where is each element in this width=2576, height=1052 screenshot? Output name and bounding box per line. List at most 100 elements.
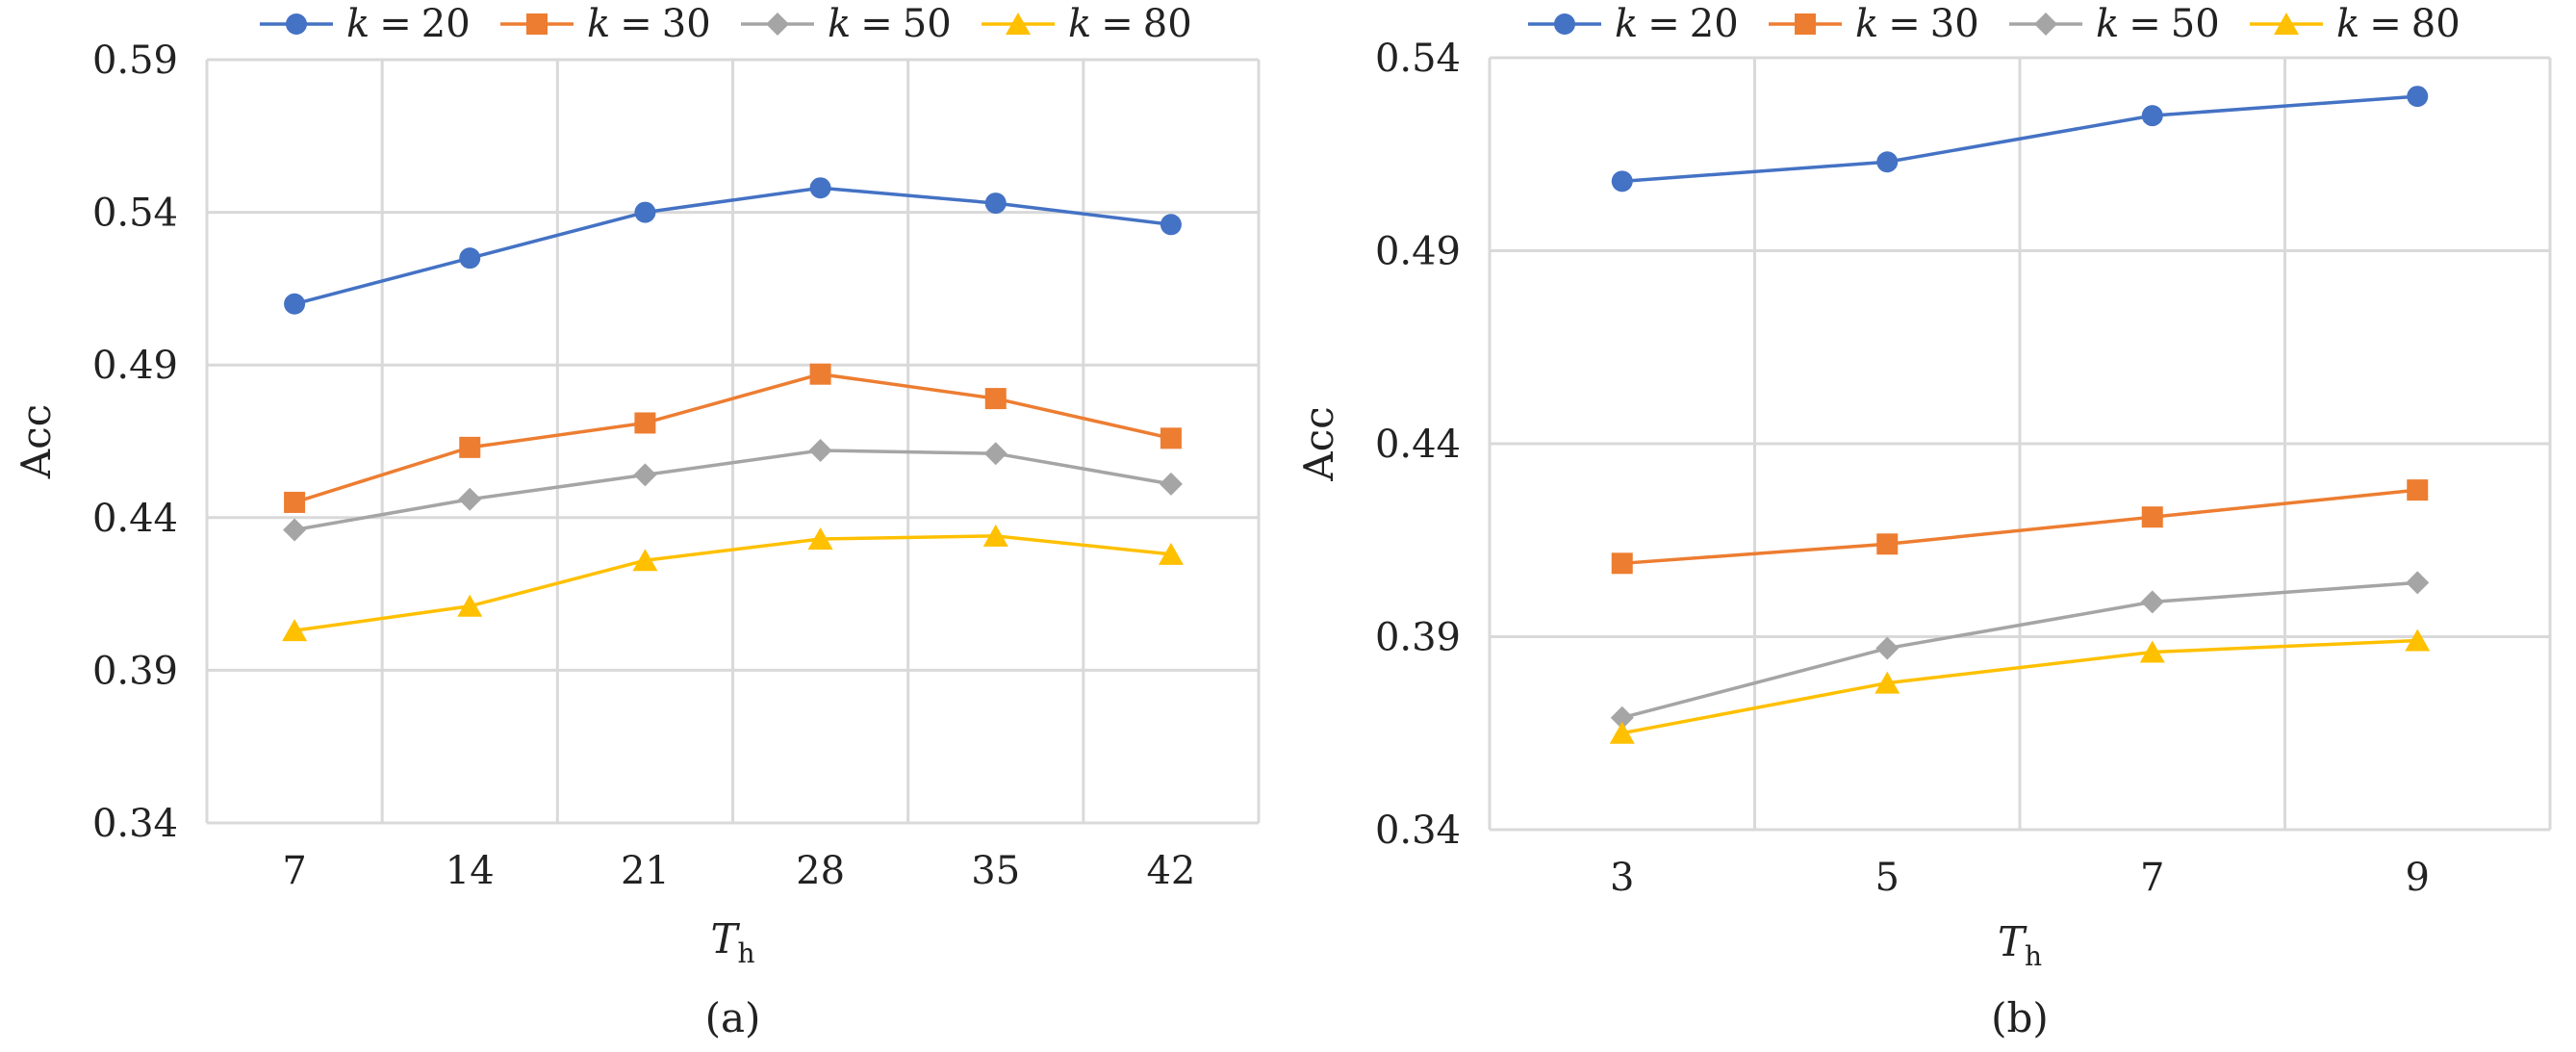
- data-point: [1876, 151, 1899, 173]
- series-line: [293, 186, 1172, 306]
- legend-item-k50: k = 50: [2009, 2, 2220, 46]
- data-point: [634, 412, 656, 434]
- y-tick-label: 0.39: [1375, 616, 1461, 660]
- data-point: [1160, 427, 1182, 449]
- legend-marker: [1795, 13, 1816, 35]
- data-point: [459, 247, 481, 269]
- legend-item-k20: k = 20: [1528, 2, 1739, 46]
- legend-marker: [1006, 13, 1031, 35]
- legend-item-k50: k = 50: [741, 2, 952, 46]
- data-point: [2406, 571, 2430, 595]
- y-tick-label: 0.34: [1375, 808, 1461, 853]
- data-point: [1876, 533, 1899, 555]
- chart-caption: (b): [1991, 994, 2049, 1041]
- x-tick-label: 21: [621, 849, 670, 893]
- series-k20: [284, 177, 1182, 315]
- x-axis-label: Th: [710, 915, 754, 969]
- data-point: [2405, 629, 2431, 652]
- data-point: [2141, 105, 2163, 127]
- data-point: [983, 442, 1007, 466]
- legend-label: k = 30: [1855, 2, 1979, 46]
- legend-marker: [1554, 13, 1575, 35]
- data-point: [1159, 472, 1183, 496]
- data-point: [1610, 706, 1634, 730]
- x-tick-label: 9: [2406, 856, 2430, 900]
- chart-0: 0.34 0.39 0.44 0.49 0.54 0.59 7 14 21 28 35 42 Acc Th…: [13, 2, 1261, 1041]
- y-axis-label: Acc: [13, 404, 60, 479]
- data-point: [283, 518, 307, 542]
- legend-item-k80: k = 80: [2250, 2, 2461, 46]
- x-tick-label: 42: [1146, 849, 1195, 893]
- legend-marker: [2274, 13, 2299, 35]
- x-tick-label: 5: [1875, 856, 1900, 900]
- data-point: [808, 439, 832, 463]
- data-point: [809, 363, 831, 385]
- data-point: [634, 201, 656, 223]
- series-k80: [282, 524, 1184, 642]
- legend-item-k30: k = 30: [1769, 2, 1979, 46]
- data-point: [632, 549, 658, 572]
- data-point: [284, 491, 306, 513]
- data-point: [982, 524, 1008, 547]
- data-point: [459, 436, 481, 458]
- data-point: [2141, 506, 2163, 528]
- y-tick-label: 0.34: [92, 802, 178, 846]
- x-tick-label: 7: [2140, 856, 2164, 900]
- series-line: [1621, 638, 2418, 735]
- data-point: [807, 527, 833, 551]
- data-point: [282, 619, 308, 642]
- data-point: [809, 177, 831, 199]
- legend-marker: [2034, 13, 2057, 36]
- legend-label: k = 80: [2336, 2, 2461, 46]
- data-point: [457, 594, 483, 617]
- series-line: [1621, 488, 2418, 566]
- series-k30: [284, 363, 1182, 513]
- y-tick-label: 0.54: [1375, 37, 1461, 81]
- series-k50: [283, 439, 1183, 542]
- legend-marker: [286, 13, 307, 35]
- x-tick-label: 7: [282, 849, 306, 893]
- legend: k = 20 k = 30 k = 50 k = 80: [260, 2, 1192, 46]
- y-tick-label: 0.54: [92, 192, 178, 236]
- series-k80: [1609, 629, 2431, 744]
- data-point: [984, 388, 1007, 410]
- data-point: [2140, 590, 2164, 614]
- y-tick-label: 0.49: [92, 344, 178, 388]
- data-point: [1611, 552, 1633, 575]
- series-line: [293, 534, 1172, 632]
- data-point: [633, 463, 657, 487]
- y-axis-label: Acc: [1295, 406, 1342, 481]
- x-axis-label: Th: [1998, 918, 2042, 972]
- series-line: [293, 372, 1172, 504]
- data-point: [284, 293, 306, 315]
- series-line: [1621, 94, 2418, 184]
- legend-label: k = 20: [346, 2, 471, 46]
- y-tick-label: 0.39: [92, 649, 178, 693]
- legend: k = 20 k = 30 k = 50 k = 80: [1528, 2, 2461, 46]
- data-point: [984, 192, 1007, 215]
- x-tick-label: 35: [971, 849, 1020, 893]
- data-point: [2407, 86, 2429, 108]
- y-tick-label: 0.59: [92, 38, 178, 83]
- chart-caption: (a): [705, 994, 761, 1041]
- data-point: [2407, 479, 2429, 501]
- data-point: [1611, 170, 1633, 192]
- series-k50: [1610, 571, 2430, 730]
- legend-marker: [766, 13, 789, 36]
- data-point: [1875, 671, 1900, 694]
- legend-label: k = 50: [828, 2, 952, 46]
- legend-item-k80: k = 80: [982, 2, 1192, 46]
- legend-label: k = 20: [1615, 2, 1739, 46]
- legend-label: k = 30: [587, 2, 711, 46]
- data-point: [1609, 721, 1635, 744]
- legend-label: k = 50: [2096, 2, 2220, 46]
- x-tick-label: 3: [1610, 856, 1634, 900]
- series-k30: [1611, 479, 2429, 575]
- legend-item-k20: k = 20: [260, 2, 471, 46]
- y-tick-label: 0.44: [1375, 423, 1461, 467]
- y-tick-label: 0.44: [92, 497, 178, 541]
- x-tick-label: 28: [796, 849, 845, 893]
- data-point: [2139, 640, 2165, 663]
- legend-marker: [526, 13, 548, 35]
